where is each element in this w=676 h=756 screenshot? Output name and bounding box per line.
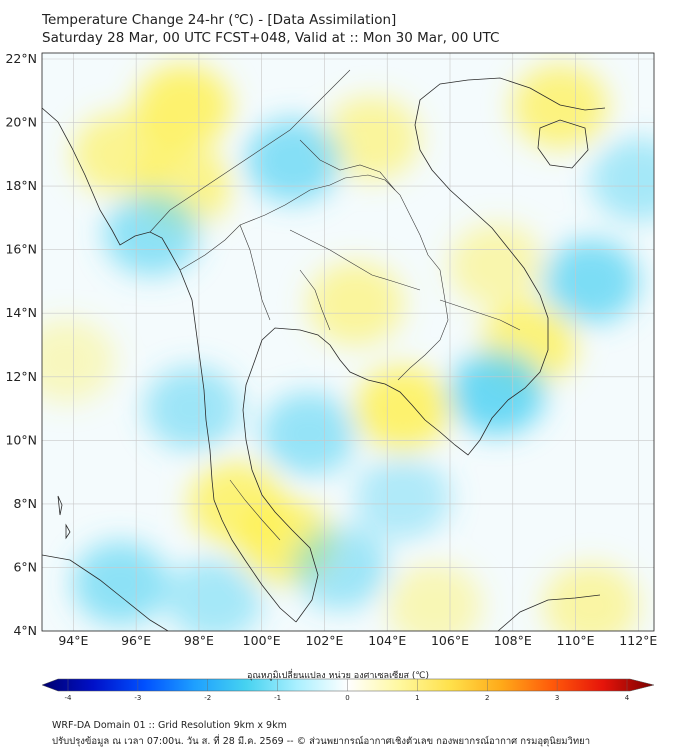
- sumatra-coast: [42, 554, 169, 631]
- lon-tick-label: 94°E: [58, 633, 88, 648]
- colorbar-tick-label: -4: [65, 694, 73, 702]
- anomaly-cell: [144, 366, 241, 451]
- anomaly-cell: [543, 563, 640, 631]
- anomaly-cell: [260, 391, 357, 476]
- lat-tick-label: 12°N: [5, 369, 37, 384]
- anomaly-cell: [72, 541, 169, 626]
- lat-tick-label: 20°N: [5, 115, 37, 130]
- colorbar-tick-label: 2: [485, 694, 489, 702]
- laos-north-border: [299, 139, 396, 191]
- lon-tick-label: 100°E: [243, 633, 281, 648]
- admin-borders: [149, 69, 521, 541]
- lon-tick-label: 104°E: [368, 633, 406, 648]
- peninsula-west-coast: [213, 499, 297, 623]
- indochina-coast: [242, 77, 606, 623]
- colorbar-tick-label: 3: [555, 694, 559, 702]
- colorbar-tick-label: -2: [204, 694, 211, 702]
- anomaly-field: [42, 64, 654, 631]
- lat-tick-label: 8°N: [13, 496, 37, 511]
- lon-tick-label: 102°E: [305, 633, 343, 648]
- anomaly-cell: [166, 557, 263, 631]
- malaysia-thailand-border: [229, 479, 281, 541]
- footer-model-info: WRF-DA Domain 01 :: Grid Resolution 9km …: [52, 720, 287, 731]
- myanmar-coast: [42, 107, 215, 501]
- colorbar-ticks: -4 -3 -2 -1 0 1 2 3 4: [65, 679, 630, 702]
- province-lines-2: [289, 229, 421, 291]
- colorbar: -4 -3 -2 -1 0 1 2 3 4: [41, 678, 655, 702]
- andaman-islands: [57, 495, 63, 516]
- anomaly-cell: [245, 118, 342, 203]
- map-frame: [41, 52, 655, 632]
- colorbar-tick-label: 1: [415, 694, 419, 702]
- colorbar-tick-label: -1: [274, 694, 281, 702]
- anomaly-cell: [449, 223, 546, 308]
- latitude-ticks: 22°N 20°N 18°N 16°N 14°N 12°N 10°N 8°N 6°N 4°N: [5, 51, 37, 638]
- lon-tick-label: 106°E: [431, 633, 469, 648]
- lat-tick-label: 6°N: [13, 559, 37, 574]
- colorbar-label: อุณหภูมิเปลี่ยนแปลง หน่วย องศาเซลเซียส (…: [246, 671, 430, 681]
- lat-tick-label: 14°N: [5, 305, 37, 320]
- nicobar-islands: [65, 523, 71, 540]
- anomaly-cell: [449, 350, 546, 435]
- borneo-coast: [497, 594, 601, 631]
- lon-tick-label: 112°E: [619, 633, 657, 648]
- anomaly-cell: [135, 64, 232, 149]
- anomaly-cell: [354, 366, 451, 451]
- colorbar-body: [41, 678, 655, 692]
- anomaly-cell: [323, 96, 420, 181]
- myanmar-interior-border: [149, 69, 351, 233]
- anomaly-cell: [42, 318, 116, 403]
- lon-tick-label: 98°E: [184, 633, 214, 648]
- anomaly-cell: [386, 563, 483, 631]
- coastlines: [42, 77, 606, 631]
- anomaly-cell: [103, 191, 200, 276]
- anomaly-cell: [543, 239, 640, 324]
- lat-tick-label: 22°N: [5, 51, 37, 66]
- lat-tick-label: 16°N: [5, 242, 37, 257]
- hainan-island: [537, 119, 589, 169]
- colorbar-tick-label: -3: [134, 694, 141, 702]
- province-lines: [239, 224, 271, 321]
- colorbar-tick-label: 0: [345, 694, 349, 702]
- lon-tick-label: 110°E: [557, 633, 595, 648]
- anomaly-cell: [354, 455, 451, 540]
- anomaly-cell: [511, 64, 608, 149]
- thailand-border: [179, 174, 449, 381]
- chart-title: Temperature Change 24-hr (℃) - [Data Ass…: [42, 12, 397, 28]
- lat-tick-label: 4°N: [13, 623, 37, 638]
- lat-tick-label: 10°N: [5, 432, 37, 447]
- footer-update-info: ปรับปรุงข้อมูล ณ เวลา 07:00น. วัน ส. ที่…: [52, 736, 591, 747]
- anomaly-cell: [307, 261, 404, 346]
- longitude-ticks: 94°E 96°E 98°E 100°E 102°E 104°E 106°E 108°E 110…: [58, 633, 657, 648]
- cambodia-vietnam-border: [439, 299, 521, 331]
- lat-tick-label: 18°N: [5, 178, 37, 193]
- lon-tick-label: 108°E: [494, 633, 532, 648]
- chart-subtitle: Saturday 28 Mar, 00 UTC FCST+048, Valid …: [42, 30, 500, 46]
- province-lines-3: [299, 269, 331, 331]
- colorbar-tick-label: 4: [625, 694, 630, 702]
- lon-tick-label: 96°E: [121, 633, 151, 648]
